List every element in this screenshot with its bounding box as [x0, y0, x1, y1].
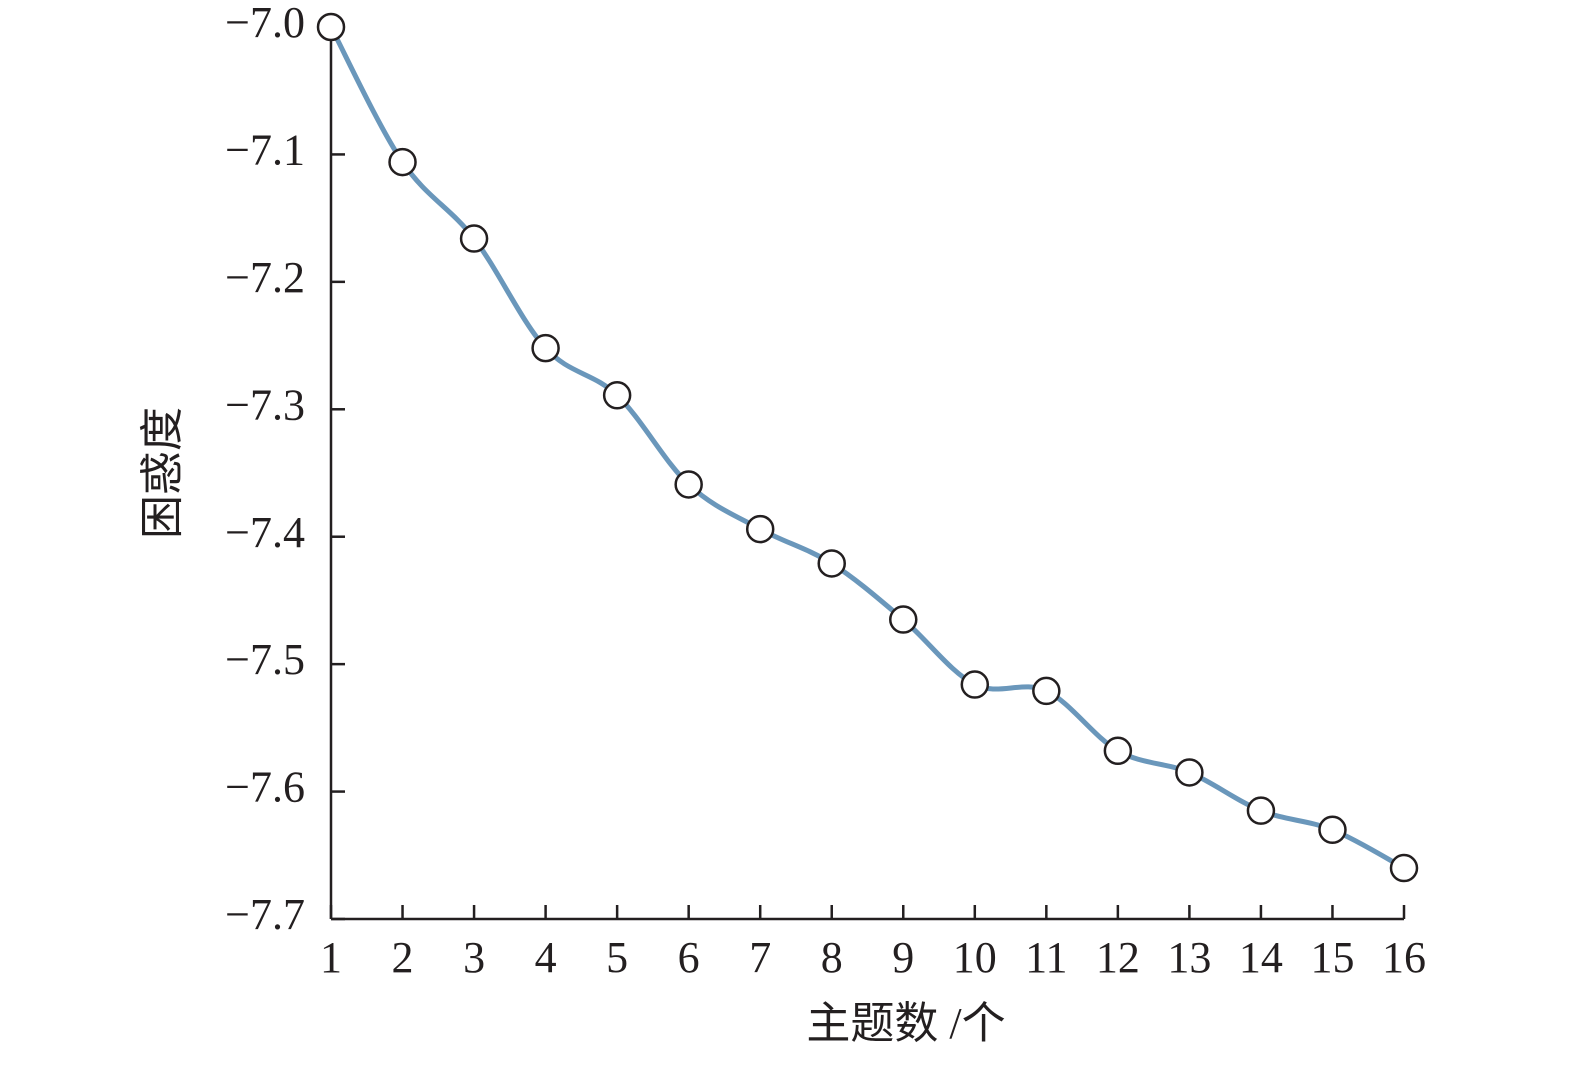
x-tick-label: 4 — [535, 933, 557, 982]
x-tick-label: 7 — [749, 933, 771, 982]
y-tick-label: −7.2 — [225, 253, 305, 302]
x-tick-label: 6 — [678, 933, 700, 982]
marker — [817, 549, 846, 578]
y-tick-label: −7.1 — [225, 126, 305, 175]
x-tick-label: 10 — [953, 933, 997, 982]
x-tick-label: 1 — [320, 933, 342, 982]
x-tick-label: 14 — [1239, 933, 1283, 982]
x-tick-label: 3 — [463, 933, 485, 982]
x-tick-label: 8 — [821, 933, 843, 982]
x-tick-label: 16 — [1382, 933, 1426, 982]
marker — [1246, 796, 1276, 825]
y-tick-label: −7.3 — [225, 380, 305, 429]
marker — [1318, 815, 1347, 845]
y-tick-label: −7.0 — [225, 0, 305, 47]
marker — [316, 12, 346, 42]
x-tick-label: 9 — [892, 933, 914, 982]
marker — [889, 605, 918, 634]
marker — [1389, 853, 1419, 883]
y-tick-label: −7.6 — [225, 763, 305, 812]
marker — [745, 514, 775, 544]
y-tick-label: −7.5 — [225, 635, 305, 684]
marker — [459, 224, 489, 253]
line — [328, 25, 1406, 871]
x-tick-label: 2 — [392, 933, 414, 982]
marker — [1103, 736, 1133, 766]
y-tick-label: −7.4 — [225, 508, 305, 557]
marker — [1175, 758, 1204, 787]
x-tick-label: 5 — [606, 933, 628, 982]
y-axis-label: 困惑度 — [138, 407, 187, 539]
marker — [1032, 676, 1061, 706]
x-tick-label: 11 — [1025, 933, 1067, 982]
marker — [960, 670, 990, 699]
marker — [388, 147, 417, 177]
x-axis-label: 主题数 /个 — [806, 999, 1005, 1048]
y-tick-label: −7.7 — [225, 890, 305, 939]
marker — [674, 470, 703, 499]
marker — [602, 381, 632, 410]
x-tick-label: 15 — [1310, 933, 1354, 982]
marker — [531, 333, 560, 363]
x-tick-label: 13 — [1167, 933, 1211, 982]
x-tick-label: 12 — [1096, 933, 1140, 982]
